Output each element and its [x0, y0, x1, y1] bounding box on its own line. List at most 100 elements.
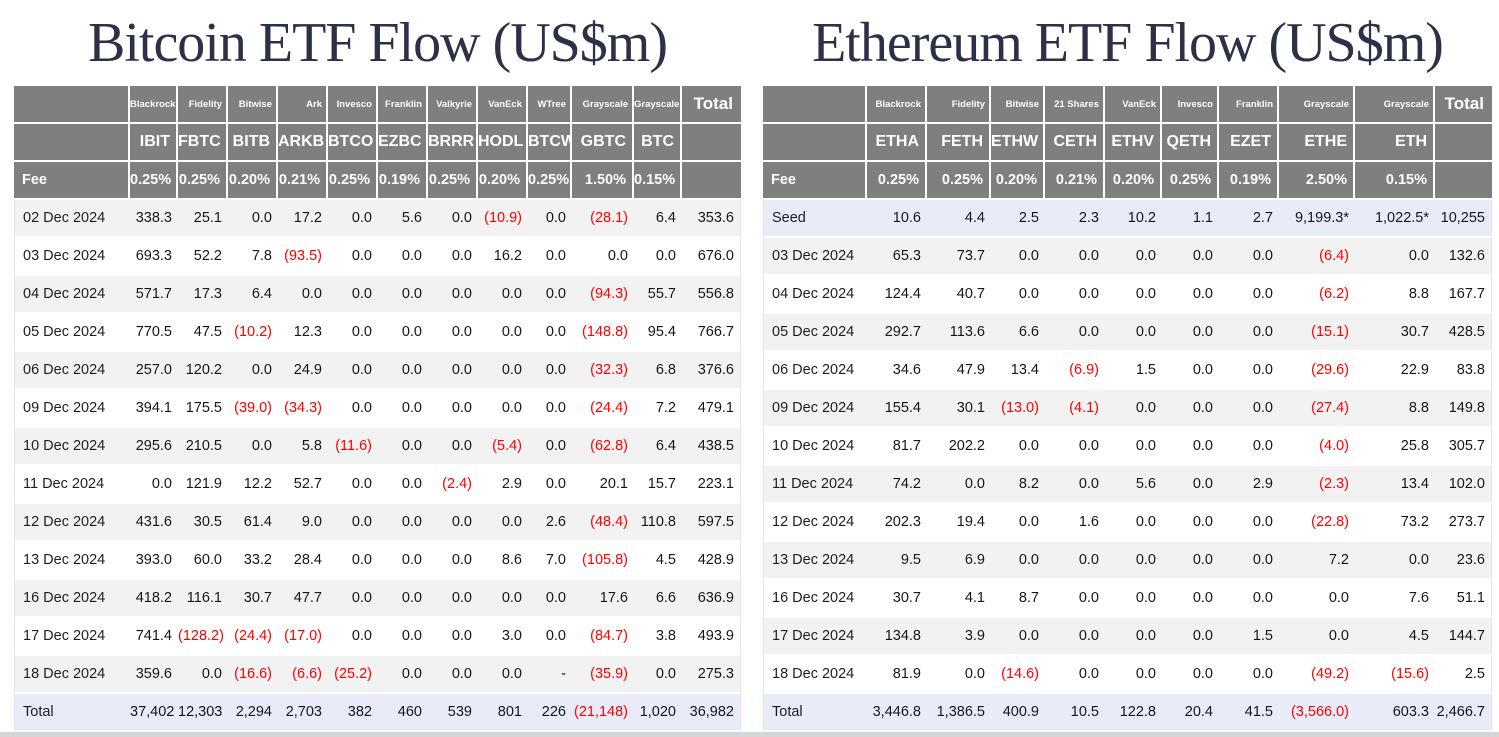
header-row-providers: Blackrock Fidelity Bitwise 21 Shares VanEck I…	[763, 86, 1492, 124]
value-cell: 13.4	[991, 352, 1045, 390]
ethereum-title: Ethereum ETF Flow (US$m)	[812, 12, 1444, 74]
header-cell: 0.20%	[478, 162, 528, 200]
value-cell: 25.1	[178, 200, 228, 238]
value-cell: 3,446.8	[867, 694, 927, 732]
value-cell: 6.6	[634, 580, 682, 618]
value-cell: 6.8	[634, 352, 682, 390]
value-cell: 202.2	[927, 428, 991, 466]
table-row: 06 Dec 2024 257.0 120.2 0.0 24.9 0.0 0.0 0.0 0.0…	[14, 352, 741, 390]
header-cell: Ark	[278, 86, 328, 124]
value-cell: 0.0	[1219, 276, 1279, 314]
value-cell: 3.9	[927, 618, 991, 656]
value-cell: 8.7	[991, 580, 1045, 618]
value-cell: 22.9	[1355, 352, 1435, 390]
header-cell: BITB	[228, 124, 278, 162]
value-cell: (35.9)	[572, 656, 634, 694]
value-cell: 305.7	[1435, 428, 1492, 466]
value-cell: 202.3	[867, 504, 927, 542]
value-cell: 0.0	[378, 390, 428, 428]
value-cell: 120.2	[178, 352, 228, 390]
header-cell: Fee	[14, 162, 130, 200]
value-cell: 28.4	[278, 542, 328, 580]
value-cell: (32.3)	[572, 352, 634, 390]
value-cell: 12.2	[228, 466, 278, 504]
value-cell: 0.0	[528, 580, 572, 618]
value-cell: 0.0	[1219, 238, 1279, 276]
value-cell: 0.0	[1279, 618, 1355, 656]
value-cell: 226	[528, 694, 572, 732]
value-cell: (93.5)	[278, 238, 328, 276]
value-cell: 8.8	[1355, 390, 1435, 428]
value-cell: 0.0	[991, 276, 1045, 314]
value-cell: 431.6	[130, 504, 178, 542]
value-cell: 0.0	[991, 618, 1045, 656]
value-cell: 0.0	[1162, 580, 1219, 618]
value-cell: 0.0	[1105, 618, 1162, 656]
value-cell: 2.5	[1435, 656, 1492, 694]
header-cell: CETH	[1045, 124, 1105, 162]
row-label: 03 Dec 2024	[763, 238, 867, 276]
value-cell: 0.0	[478, 352, 528, 390]
value-cell: 0.0	[634, 656, 682, 694]
value-cell: 83.8	[1435, 352, 1492, 390]
table-row: 06 Dec 2024 34.6 47.9 13.4 (6.9) 1.5 0.0 0.0 (29…	[763, 352, 1492, 390]
header-cell	[14, 86, 130, 124]
bitcoin-title: Bitcoin ETF Flow (US$m)	[87, 12, 668, 74]
value-cell: 30.1	[927, 390, 991, 428]
row-label: 10 Dec 2024	[14, 428, 130, 466]
value-cell: 0.0	[428, 580, 478, 618]
header-cell: Grayscale	[1279, 86, 1355, 124]
value-cell: (24.4)	[228, 618, 278, 656]
value-cell: 556.8	[682, 276, 741, 314]
value-cell: 0.0	[278, 276, 328, 314]
value-cell: 0.0	[378, 276, 428, 314]
value-cell: 0.0	[1105, 314, 1162, 352]
row-label: 18 Dec 2024	[763, 656, 867, 694]
value-cell: (6.4)	[1279, 238, 1355, 276]
value-cell: 0.0	[428, 314, 478, 352]
value-cell: (62.8)	[572, 428, 634, 466]
total-row: Total 3,446.8 1,386.5 400.9 10.5 122.8 20.4 41.…	[763, 694, 1492, 732]
header-cell: Fidelity	[927, 86, 991, 124]
bitcoin-panel: Bitcoin ETF Flow (US$m) Blackrock Fidelit…	[14, 0, 741, 732]
value-cell: 0.0	[1219, 504, 1279, 542]
header-cell: 0.15%	[634, 162, 682, 200]
row-label: Seed	[763, 200, 867, 238]
value-cell: 438.5	[682, 428, 741, 466]
value-cell: 17.6	[572, 580, 634, 618]
value-cell: 571.7	[130, 276, 178, 314]
ethereum-panel: Ethereum ETF Flow (US$m) Blackrock Fideli…	[763, 0, 1492, 732]
value-cell: 36,982	[682, 694, 741, 732]
value-cell: 0.0	[1162, 352, 1219, 390]
header-cell: 21 Shares	[1045, 86, 1105, 124]
value-cell: 0.0	[1219, 390, 1279, 428]
value-cell: 770.5	[130, 314, 178, 352]
table-row: 13 Dec 2024 393.0 60.0 33.2 28.4 0.0 0.0 0.0 8.6…	[14, 542, 741, 580]
header-row-tickers: IBIT FBTC BITB ARKB BTCO EZBC BRRR HODL BTCW GBTC…	[14, 124, 741, 162]
value-cell: 0.0	[528, 200, 572, 238]
value-cell: 636.9	[682, 580, 741, 618]
value-cell: 6.4	[634, 428, 682, 466]
value-cell: 0.0	[328, 618, 378, 656]
value-cell: 0.0	[378, 542, 428, 580]
value-cell: 0.0	[378, 580, 428, 618]
value-cell: 0.0	[1162, 238, 1219, 276]
value-cell: 60.0	[178, 542, 228, 580]
row-label: 06 Dec 2024	[14, 352, 130, 390]
table-row: 10 Dec 2024 81.7 202.2 0.0 0.0 0.0 0.0 0.0 (4.0)…	[763, 428, 1492, 466]
value-cell: 0.0	[1162, 618, 1219, 656]
value-cell: (10.2)	[228, 314, 278, 352]
value-cell: 30.5	[178, 504, 228, 542]
value-cell: 418.2	[130, 580, 178, 618]
value-cell: 23.6	[1435, 542, 1492, 580]
header-cell: 0.20%	[228, 162, 278, 200]
value-cell: 95.4	[634, 314, 682, 352]
header-cell: 0.25%	[867, 162, 927, 200]
row-label: 11 Dec 2024	[14, 466, 130, 504]
row-label: 13 Dec 2024	[14, 542, 130, 580]
header-cell: IBIT	[130, 124, 178, 162]
value-cell: 1.5	[1105, 352, 1162, 390]
header-cell: Franklin	[1219, 86, 1279, 124]
value-cell: 7.6	[1355, 580, 1435, 618]
